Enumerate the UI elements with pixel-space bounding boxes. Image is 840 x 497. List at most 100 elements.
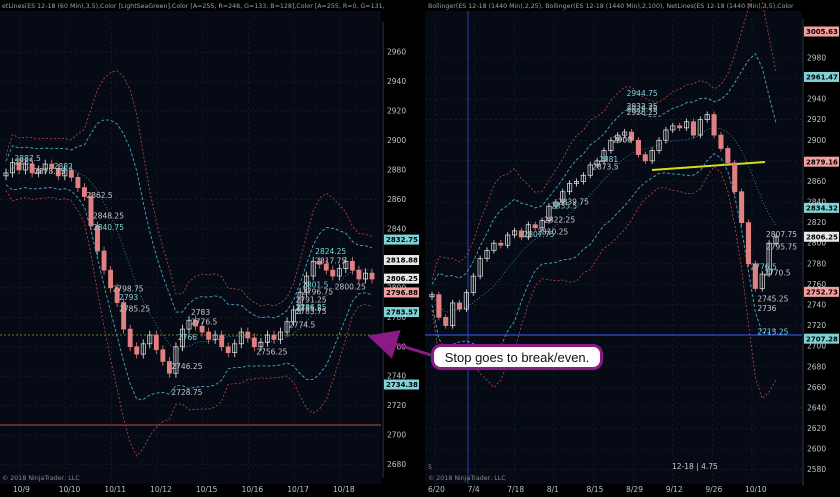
candle-body (369, 272, 375, 280)
candle-body (81, 187, 87, 197)
price-annotation: 2776.5 (191, 317, 217, 326)
price-annotation: 2807.75 (766, 230, 797, 239)
right-x-tick-label: 9/12 (666, 485, 683, 494)
right-y-tick-label: 2780 (807, 259, 826, 268)
candle-body (16, 162, 22, 171)
candle-body (642, 154, 648, 162)
candle-body (518, 230, 524, 238)
left-watermark: © 2018 NinjaTrader, LLC (2, 474, 80, 482)
candle-body (206, 331, 212, 340)
price-annotation: 2793 (119, 293, 138, 302)
candle-body (567, 183, 573, 193)
right-x-tick-label: 9/26 (705, 485, 722, 494)
candle-body (153, 334, 159, 351)
right-y-tick-label: 2600 (807, 445, 826, 454)
candle-body (180, 328, 185, 348)
right-footer-label: 12-18 | 4.75 (672, 462, 718, 471)
price-badge (804, 71, 839, 82)
middle-band (5, 167, 373, 350)
candle-body (615, 134, 621, 141)
candle-body (278, 331, 283, 340)
candle-body (505, 234, 511, 246)
price-annotation: 2807.75 (523, 230, 554, 239)
price-annotation: 2756.25 (256, 347, 287, 356)
price-annotation: 2835.5 (551, 202, 577, 211)
candle-body (140, 343, 146, 355)
candle-body (101, 250, 107, 271)
price-badge-label: 2832.75 (386, 236, 418, 244)
price-annotation: 2944.75 (627, 89, 658, 98)
right-candles (429, 111, 779, 329)
candle-body (587, 164, 593, 176)
right-y-tick-label: 2920 (807, 115, 826, 124)
price-annotation: 2783.75 (296, 307, 327, 316)
left-x-tick-label: 10/12 (150, 485, 172, 494)
candle-body (656, 139, 662, 151)
candle-body (160, 349, 166, 362)
candle-body (88, 196, 94, 227)
candle-body (470, 275, 476, 293)
candle-body (291, 309, 297, 323)
right-x-tick-label: 10/10 (745, 485, 767, 494)
right-chart-header: Bollinger(ES 12-18 (1440 Min),2,25), Bol… (428, 3, 794, 10)
candle-body (36, 169, 42, 174)
price-badge-label: 2879.16 (806, 158, 838, 166)
left-x-tick-label: 10/15 (196, 485, 218, 494)
right-y-tick-label: 2620 (807, 424, 826, 433)
price-annotation: 2746.25 (171, 362, 202, 371)
candle-body (456, 302, 463, 310)
candle-body (773, 236, 779, 244)
candle-body (628, 131, 635, 141)
left-y-tick-label: 2940 (387, 77, 406, 86)
candle-body (711, 114, 717, 136)
price-badge (384, 273, 419, 284)
price-badge-label: 2707.28 (806, 335, 838, 343)
candle-body (271, 334, 277, 340)
candle-body (264, 334, 270, 343)
lower-bollinger-band (5, 184, 373, 400)
left-y-tick-label: 2840 (387, 224, 406, 233)
price-badge-label: 2783.57 (386, 309, 418, 317)
candle-body (752, 263, 758, 289)
candle-body (594, 160, 600, 166)
candle-body (363, 272, 368, 280)
price-badge-label: 2818.88 (386, 257, 418, 265)
candle-body (450, 302, 456, 326)
right-y-tick-label: 2580 (807, 465, 826, 474)
price-annotation: 2791.25 (296, 296, 327, 305)
price-annotation: 2932.25 (627, 102, 658, 111)
price-annotation: 2929.75 (627, 105, 658, 114)
candle-body (75, 176, 81, 188)
price-badge (804, 26, 839, 37)
candle-body (10, 162, 15, 174)
candle-body (121, 302, 127, 330)
left-x-tick-label: 10/18 (333, 485, 355, 494)
candle-body (193, 319, 198, 327)
candle-body (539, 220, 545, 229)
right-chart-panel (425, 11, 802, 484)
callout-arrow (367, 330, 432, 359)
candle-body (697, 119, 703, 136)
price-annotation: 2776.5 (750, 262, 776, 271)
price-annotation: 2785.25 (119, 305, 150, 314)
right-panel-mark: 5 (428, 464, 432, 471)
upper-envelope (431, 0, 777, 280)
candle-body (560, 191, 566, 203)
candle-body (622, 131, 628, 136)
right-x-tick-label: 7/4 (468, 485, 480, 494)
left-x-tick-label: 10/10 (59, 485, 81, 494)
left-y-tick-label: 2740 (387, 372, 406, 381)
candle-body (677, 125, 683, 129)
candle-body (127, 328, 133, 348)
right-x-tick-label: 6/20 (428, 485, 445, 494)
candle-body (219, 334, 225, 348)
candle-body (601, 150, 607, 162)
candle-body (186, 319, 192, 330)
left-x-tick-label: 10/16 (242, 485, 264, 494)
price-badge (384, 307, 419, 318)
price-annotation: 2766 (178, 333, 197, 342)
candle-body (258, 341, 264, 348)
right-y-tick-label: 2740 (807, 300, 826, 309)
